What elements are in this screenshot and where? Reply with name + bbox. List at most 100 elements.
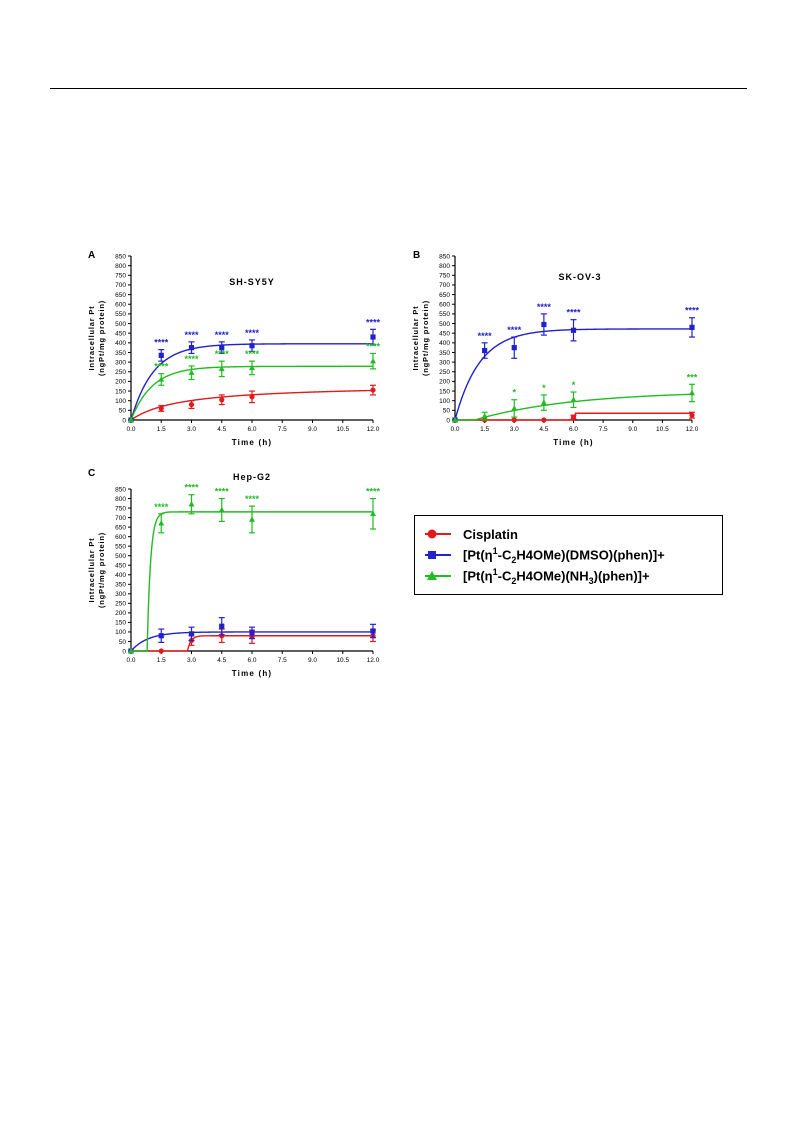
x-tick-label: 0.0: [126, 657, 135, 664]
data-point-cisplatin: [541, 417, 547, 423]
fit-curve-cisplatin: [455, 412, 692, 421]
y-tick-label: 350: [439, 350, 450, 357]
data-point-nh3: [188, 501, 195, 507]
y-tick-label: 750: [115, 505, 126, 512]
x-tick-label: 7.5: [599, 426, 608, 433]
data-point-nh3: [540, 399, 547, 405]
y-axis-label-line2-b: (ngPt/mg protein): [421, 300, 430, 376]
data-point-dmso: [370, 628, 376, 634]
data-point-nh3: [481, 412, 488, 419]
significance-stars-dmso: ****: [215, 330, 230, 340]
data-point-nh3: [452, 416, 458, 423]
x-tick-label: 9.0: [308, 657, 317, 664]
y-tick-label: 600: [115, 534, 126, 541]
x-tick-label: 9.0: [308, 426, 317, 433]
data-point-cisplatin: [158, 648, 164, 654]
y-tick-label: 500: [115, 321, 126, 328]
y-tick-label: 500: [439, 321, 450, 328]
data-point-cisplatin: [511, 417, 517, 423]
chart-a-svg: 0 50 100 150 200 250 300 350 400 450 500 550 600 650 7…: [87, 250, 381, 447]
legend-label-cisplatin: Cisplatin: [463, 526, 518, 542]
x-tick-label: 10.5: [656, 426, 669, 433]
chart-panel-a: 0 50 100 150 200 250 300 350 400 450 500 550 600 650 7…: [0, 0, 400, 465]
data-point-dmso: [541, 321, 547, 328]
x-tick-label: 4.5: [217, 426, 226, 433]
y-tick-label: 650: [115, 524, 126, 531]
chart-c-svg: 0 50 100 150 200 250 300 350 400 450 500 550 600 650 7…: [87, 468, 380, 678]
y-axis-label-line2-a: (ngPt/mg protein): [97, 300, 106, 376]
y-tick-label: 200: [439, 379, 450, 386]
legend: Cisplatin [Pt(η1-C2H4OMe)(DMSO)(phen)]+ …: [414, 515, 723, 595]
y-tick-label: 250: [115, 369, 126, 376]
significance-stars-nh3: ****: [184, 354, 199, 364]
x-tick-label: 12.0: [367, 657, 380, 664]
y-tick-label: 200: [115, 379, 126, 386]
data-point-nh3: [188, 369, 195, 375]
y-tick-label: 650: [439, 292, 450, 299]
y-tick-label: 400: [115, 572, 126, 579]
data-point-nh3: [128, 647, 134, 654]
data-point-nh3: [511, 405, 518, 411]
y-tick-label: 250: [439, 369, 450, 376]
data-point-cisplatin: [249, 394, 255, 400]
y-tick-label: 50: [119, 408, 127, 415]
x-axis-label-c: Time (h): [232, 669, 273, 678]
y-axis-label-line1-a: Intracellular Pt: [87, 306, 96, 371]
significance-stars-nh3: *: [572, 380, 576, 390]
chart-panel-c: 0 50 100 150 200 250 300 350 400 450 500 550 600 650 7…: [0, 0, 400, 695]
data-point-nh3: [570, 396, 577, 402]
significance-stars-nh3: ****: [215, 487, 230, 497]
legend-marker-dmso: [425, 545, 457, 565]
x-tick-label: 0.0: [450, 426, 459, 433]
y-tick-label: 150: [115, 388, 126, 395]
significance-stars-nh3: ****: [154, 502, 169, 512]
y-tick-label: 300: [115, 359, 126, 366]
y-tick-label: 600: [115, 302, 126, 309]
chart-title-a: SH-SY5Y: [229, 277, 275, 287]
x-tick-label: 6.0: [247, 657, 256, 664]
x-tick-label: 12.0: [686, 426, 699, 433]
y-tick-label: 100: [115, 629, 126, 636]
significance-stars-nh3: ****: [245, 494, 260, 504]
data-point-nh3: [218, 365, 225, 372]
significance-stars-nh3: ****: [245, 349, 260, 359]
data-point-dmso: [689, 324, 695, 330]
data-point-dmso: [158, 633, 164, 639]
data-point-nh3: [370, 357, 376, 364]
y-tick-label: 650: [115, 292, 126, 299]
data-point-cisplatin: [370, 387, 376, 393]
significance-stars-nh3: ****: [366, 341, 381, 351]
significance-stars-dmso: ****: [685, 306, 700, 316]
significance-stars-dmso: ****: [507, 325, 522, 335]
y-tick-label: 0: [446, 417, 450, 424]
y-tick-label: 400: [439, 340, 450, 347]
significance-stars-nh3: ****: [154, 362, 169, 372]
data-point-dmso: [219, 345, 225, 351]
x-axis-label-b: Time (h): [553, 438, 594, 447]
y-tick-label: 700: [115, 282, 126, 289]
x-tick-label: 7.5: [278, 426, 287, 433]
y-tick-label: 50: [443, 408, 451, 415]
chart-panel-b: 0 50 100 150 200 250 300 350 400 450 500 550 600 650 7…: [0, 0, 720, 465]
significance-stars-nh3: *: [512, 388, 516, 398]
y-tick-label: 300: [115, 591, 126, 598]
y-tick-label: 250: [115, 601, 126, 608]
data-point-cisplatin: [158, 405, 164, 412]
chart-title-b: SK-OV-3: [558, 272, 601, 282]
y-axis-label-line2-c: (ngPt/mg protein): [97, 532, 106, 608]
y-tick-label: 450: [115, 330, 126, 337]
y-tick-label: 800: [115, 496, 126, 503]
y-tick-label: 600: [439, 302, 450, 309]
data-point-dmso: [482, 347, 488, 354]
y-tick-label: 450: [439, 330, 450, 337]
y-tick-label: 100: [439, 398, 450, 405]
x-tick-label: 1.5: [480, 426, 489, 433]
legend-item-dmso: [Pt(η1-C2H4OMe)(DMSO)(phen)]+: [415, 545, 665, 565]
y-tick-label: 700: [439, 282, 450, 289]
data-point-dmso: [188, 631, 195, 637]
x-tick-label: 6.0: [247, 426, 256, 433]
y-tick-label: 150: [115, 620, 126, 627]
y-tick-label: 450: [115, 563, 126, 570]
data-point-dmso: [249, 343, 255, 349]
significance-stars-nh3: ****: [215, 349, 230, 359]
